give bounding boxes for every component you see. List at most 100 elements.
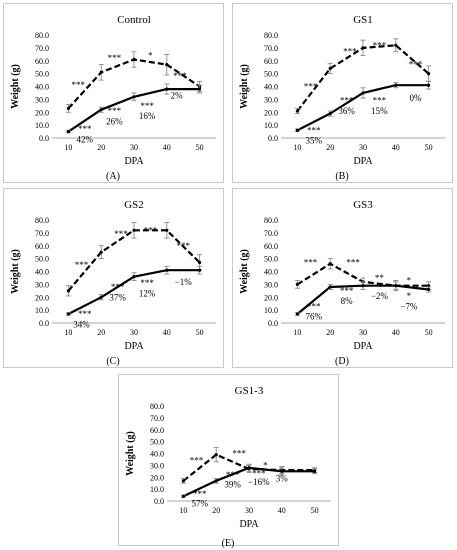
- x-tick-label: 20: [97, 143, 105, 152]
- annotation-label: ***: [190, 456, 204, 466]
- y-tick-label: 20.0: [264, 293, 278, 302]
- annotation-label: ***: [340, 286, 354, 296]
- y-tick-label: 20.0: [264, 108, 278, 117]
- annotation-label: 39%: [224, 479, 241, 489]
- chart-e: GS1-3 0.0 10.0 20.0 30.0 40.0 50.0 60.0 70.0 80.0…: [125, 385, 331, 530]
- annotation-label: 36%: [338, 106, 355, 116]
- panel-label-c: (C): [106, 356, 120, 367]
- data-point: [427, 287, 431, 292]
- annotation-label: −7%: [400, 301, 418, 311]
- y-tick-label: 60.0: [264, 242, 278, 251]
- data-point: [295, 128, 299, 132]
- y-axis-label: Weight (g): [10, 64, 21, 109]
- data-point: [165, 63, 169, 67]
- x-tick-label: 20: [212, 506, 220, 515]
- data-point: [165, 268, 169, 272]
- y-tick-label: 10.0: [150, 485, 164, 494]
- annotation-label: ***: [252, 469, 266, 479]
- data-point: [361, 91, 365, 95]
- x-tick-label: 10: [64, 328, 72, 337]
- chart-a: Control 0.0 10.0 20.0 30.0 40.0 50.0 60.0 70.0 80…: [10, 14, 216, 167]
- y-tick-label: 30.0: [35, 280, 49, 289]
- data-point: [66, 289, 70, 293]
- panel-label-a: (A): [106, 171, 120, 182]
- annotation-label: **: [375, 273, 385, 283]
- x-tick-label: 30: [359, 328, 367, 337]
- x-tick-label: 20: [326, 143, 334, 152]
- y-tick-label: 20.0: [150, 473, 164, 482]
- data-point: [181, 479, 185, 483]
- annotation-label: 37%: [109, 292, 126, 302]
- y-tick-label: 60.0: [150, 426, 164, 435]
- x-tick-label: 50: [196, 328, 204, 337]
- panel-label-d: (D): [335, 356, 349, 367]
- x-tick-label: 30: [245, 506, 253, 515]
- y-tick-label: 0.0: [268, 319, 278, 328]
- data-point: [394, 43, 398, 47]
- annotation-label: ***: [304, 257, 318, 267]
- y-tick-label: 50.0: [35, 255, 49, 264]
- annotation-label: ***: [78, 309, 92, 319]
- annotation-label: 8%: [341, 296, 354, 306]
- y-tick-label: 70.0: [264, 44, 278, 53]
- x-tick-label: 30: [130, 328, 138, 337]
- panel-label-e: (E): [221, 538, 235, 549]
- y-tick-label: 60.0: [264, 57, 278, 66]
- data-point: [198, 268, 202, 272]
- panel-label-b: (B): [335, 171, 349, 182]
- annotation-label: 26%: [106, 116, 123, 126]
- y-tick-label: 50.0: [264, 255, 278, 264]
- data-point: [66, 129, 70, 134]
- y-tick-label: 80.0: [35, 216, 49, 225]
- y-tick-label: 60.0: [35, 57, 49, 66]
- data-point: [394, 284, 398, 288]
- data-point: [247, 466, 251, 470]
- y-tick-label: 70.0: [264, 229, 278, 238]
- y-tick-label: 0.0: [39, 134, 49, 143]
- y-tick-label: 70.0: [35, 44, 49, 53]
- y-tick-label: 80.0: [150, 402, 164, 411]
- annotation-label: ***: [140, 278, 154, 288]
- chart-title: GS1: [353, 14, 373, 26]
- x-tick-label: 50: [425, 328, 433, 337]
- x-tick-label: 50: [196, 143, 204, 152]
- panel-a: Control 0.0 10.0 20.0 30.0 40.0 50.0 60.0 70.0 80…: [3, 3, 224, 183]
- chart-d: GS3 0.0 10.0 20.0 30.0 40.0 50.0 60.0 70.0 80.0 10…: [239, 199, 445, 352]
- annotation-label: ***: [373, 96, 387, 106]
- y-axis-label: Weight (g): [239, 64, 250, 109]
- data-point: [427, 72, 431, 76]
- annotation-label: ***: [340, 96, 354, 106]
- y-axis-label: Weight (g): [10, 249, 21, 294]
- data-point: [280, 469, 284, 473]
- y-tick-label: 40.0: [264, 268, 278, 277]
- annotation-label: ***: [346, 257, 360, 267]
- y-tick-label: 50.0: [35, 70, 49, 79]
- annotation-label: 12%: [139, 288, 156, 298]
- annotation-label: ***: [193, 489, 207, 499]
- chart-title: GS2: [124, 199, 144, 211]
- data-point: [165, 87, 169, 91]
- annotation-label: ***: [176, 241, 190, 251]
- x-tick-label: 40: [163, 143, 171, 152]
- annotation-label: ***: [140, 101, 154, 111]
- data-point: [99, 108, 103, 112]
- data-point: [66, 312, 70, 316]
- data-point: [66, 106, 70, 110]
- y-tick-label: 10.0: [264, 121, 278, 130]
- data-point: [394, 83, 398, 87]
- annotation-label: 76%: [306, 312, 323, 322]
- y-tick-label: 30.0: [35, 95, 49, 104]
- y-tick-label: 10.0: [35, 306, 49, 315]
- y-tick-label: 0.0: [39, 319, 49, 328]
- data-point: [295, 312, 299, 316]
- x-tick-label: 40: [392, 328, 400, 337]
- x-tick-label: 30: [130, 143, 138, 152]
- data-point: [214, 453, 218, 457]
- annotation-label: ***: [71, 80, 85, 90]
- panel-e: GS1-3 0.0 10.0 20.0 30.0 40.0 50.0 60.0 70.0 80.0…: [118, 374, 339, 546]
- data-point: [198, 87, 202, 91]
- annotation-label: −16%: [248, 477, 270, 487]
- data-point: [99, 295, 103, 299]
- x-tick-label: 20: [326, 328, 334, 337]
- chart-title: GS3: [353, 199, 373, 211]
